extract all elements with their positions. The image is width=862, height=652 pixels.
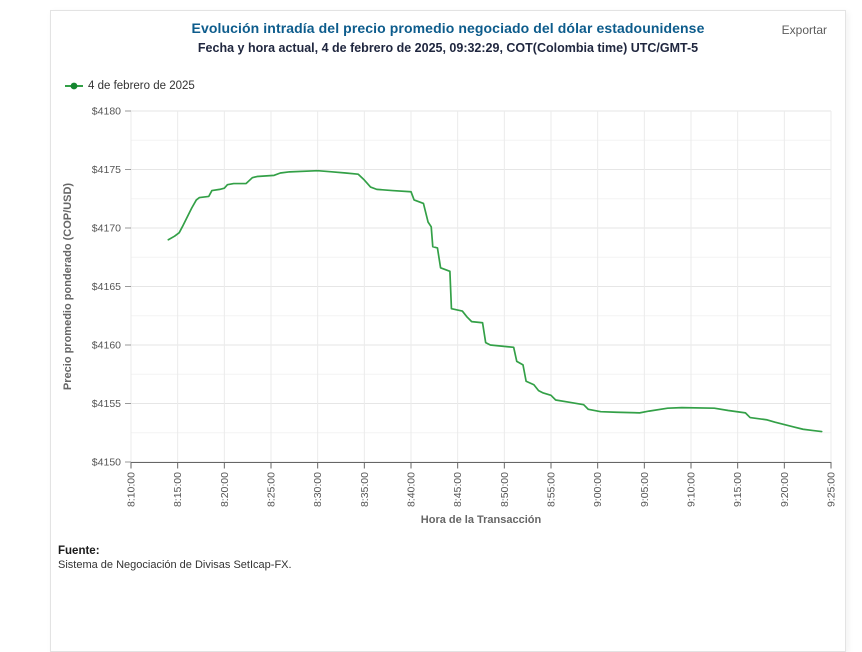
source-block: Fuente: Sistema de Negociación de Divisa… bbox=[58, 545, 292, 572]
chart-subtitle: Fecha y hora actual, 4 de febrero de 202… bbox=[197, 41, 699, 55]
y-tick-label: $4180 bbox=[92, 106, 121, 118]
x-tick-label: 9:10:00 bbox=[686, 472, 698, 507]
y-tick-label: $4165 bbox=[92, 281, 121, 293]
chart-plot-area: $4150 $4155 $4160 $4165 $4170 $4175 $4180 8:10:… bbox=[62, 106, 838, 527]
x-tick-label: 8:45:00 bbox=[452, 472, 464, 507]
x-tick-label: 8:50:00 bbox=[499, 472, 511, 507]
series-marker-icon bbox=[65, 82, 83, 90]
source-label: Fuente: bbox=[58, 545, 100, 557]
y-axis-title: Precio promedio ponderado (COP/USD) bbox=[62, 183, 74, 391]
x-tick-label: 8:10:00 bbox=[126, 472, 138, 507]
x-tick-label: 9:05:00 bbox=[639, 472, 651, 507]
y-tick-label: $4155 bbox=[92, 398, 121, 410]
x-tick-label: 8:40:00 bbox=[406, 472, 418, 507]
x-tick-label: 9:25:00 bbox=[826, 472, 838, 507]
series-line bbox=[167, 169, 823, 433]
source-text: Sistema de Negociación de Divisas SetIca… bbox=[58, 559, 292, 571]
x-axis-title: Hora de la Transacción bbox=[421, 514, 542, 526]
legend-label: 4 de febrero de 2025 bbox=[88, 80, 195, 92]
x-tick-label: 8:55:00 bbox=[546, 472, 558, 507]
y-tick-label: $4175 bbox=[92, 164, 121, 176]
x-tick-label: 8:30:00 bbox=[312, 472, 324, 507]
y-tick-label: $4150 bbox=[92, 457, 121, 469]
chart-title: Evolución intradía del precio promedio n… bbox=[191, 20, 705, 36]
x-tick-label: 9:15:00 bbox=[732, 472, 744, 507]
legend-item[interactable]: 4 de febrero de 2025 bbox=[65, 80, 195, 92]
y-tick-label: $4170 bbox=[92, 223, 121, 235]
x-tick-label: 8:35:00 bbox=[359, 472, 371, 507]
export-button[interactable]: Exportar bbox=[781, 23, 827, 37]
y-tick-label: $4160 bbox=[92, 340, 121, 352]
chart-card: Evolución intradía del precio promedio n… bbox=[50, 10, 846, 652]
x-tick-label: 9:20:00 bbox=[779, 472, 791, 507]
x-tick-label: 8:25:00 bbox=[266, 472, 278, 507]
x-tick-label: 8:20:00 bbox=[219, 472, 231, 507]
x-tick-label: 8:15:00 bbox=[172, 472, 184, 507]
x-tick-label: 9:00:00 bbox=[592, 472, 604, 507]
